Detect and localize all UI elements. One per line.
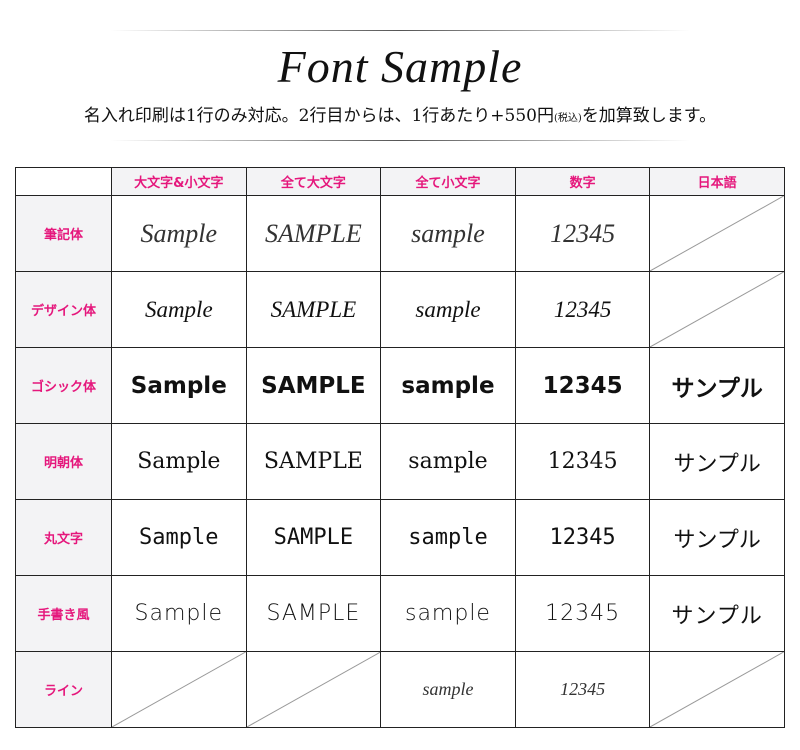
font-sample: サンプル — [649, 423, 785, 500]
font-sample: サンプル — [649, 575, 785, 652]
empty-cell — [649, 271, 785, 348]
font-sample: 12345 — [514, 271, 651, 348]
subtitle: 名入れ印刷は1行のみ対応。2行目からは、1行あたり+550円(税込)を加算致しま… — [0, 101, 800, 126]
diagonal-line — [650, 272, 784, 347]
diagonal-line — [650, 652, 784, 727]
diagonal-line — [112, 652, 246, 727]
font-sample: 12345 — [514, 575, 651, 652]
bottom-divider — [110, 140, 690, 141]
table-row: 筆記体 Sample SAMPLE sample 12345 — [15, 195, 785, 272]
empty-cell — [649, 651, 785, 728]
diagonal-line — [650, 196, 784, 271]
font-sample: SAMPLE — [245, 347, 382, 424]
font-sample: Sample — [111, 575, 247, 652]
row-header: ライン — [15, 651, 112, 728]
column-header: 全て小文字 — [380, 167, 516, 196]
empty-cell — [245, 651, 382, 728]
font-sample: SAMPLE — [245, 271, 382, 348]
table-row: 明朝体 Sample SAMPLE sample 12345 サンプル — [15, 423, 785, 500]
font-sample: 12345 — [514, 499, 651, 576]
font-sample: SAMPLE — [245, 195, 382, 272]
font-sample: SAMPLE — [245, 423, 382, 500]
row-header: ゴシック体 — [15, 347, 112, 424]
font-sample: sample — [380, 499, 516, 576]
diagonal-line — [247, 652, 381, 727]
font-sample: sample — [380, 651, 516, 728]
font-sample: Sample — [111, 347, 247, 424]
font-sample: 12345 — [514, 423, 651, 500]
column-header: 全て大文字 — [245, 167, 382, 196]
font-sample: sample — [380, 423, 516, 500]
empty-cell — [111, 651, 247, 728]
subtitle-main: 名入れ印刷は1行のみ対応。2行目からは、1行あたり+550円 — [83, 106, 554, 126]
table-row: 手書き風 Sample SAMPLE sample 12345 サンプル — [15, 575, 785, 652]
font-sample: サンプル — [649, 499, 785, 576]
font-sample: Sample — [111, 499, 247, 576]
font-sample: サンプル — [649, 347, 785, 424]
row-header: 筆記体 — [15, 195, 112, 272]
column-header: 日本語 — [649, 167, 785, 196]
corner-cell — [15, 167, 112, 196]
column-header: 大文字&小文字 — [111, 167, 247, 196]
font-sample: Sample — [111, 423, 247, 500]
row-header: デザイン体 — [15, 271, 112, 348]
font-sample: Sample — [111, 195, 247, 272]
table-row: ライン sample 12345 — [15, 651, 785, 728]
subtitle-end: を加算致します。 — [581, 106, 717, 126]
font-sample-table: 大文字&小文字 全て大文字 全て小文字 数字 日本語 筆記体 Sample SAMPLE sa… — [15, 167, 785, 728]
font-sample: SAMPLE — [245, 575, 382, 652]
font-sample: Sample — [111, 271, 247, 348]
page-title: Font Sample — [277, 41, 523, 92]
font-sample: sample — [380, 575, 516, 652]
row-header: 丸文字 — [15, 499, 112, 576]
font-sample: 12345 — [514, 195, 651, 272]
row-header: 手書き風 — [15, 575, 112, 652]
column-header: 数字 — [514, 167, 651, 196]
font-sample: 12345 — [514, 347, 651, 424]
table-row: 丸文字 Sample SAMPLE sample 12345 サンプル — [15, 499, 785, 576]
font-sample: sample — [380, 271, 516, 348]
empty-cell — [649, 195, 785, 272]
subtitle-tax-note: (税込) — [554, 113, 582, 124]
font-sample: 12345 — [514, 651, 651, 728]
row-header: 明朝体 — [15, 423, 112, 500]
font-sample: sample — [380, 195, 516, 272]
top-divider — [110, 30, 690, 31]
font-sample: sample — [380, 347, 516, 424]
table-row: デザイン体 Sample SAMPLE sample 12345 — [15, 271, 785, 348]
table-row: ゴシック体 Sample SAMPLE sample 12345 サンプル — [15, 347, 785, 424]
font-sample: SAMPLE — [245, 499, 382, 576]
